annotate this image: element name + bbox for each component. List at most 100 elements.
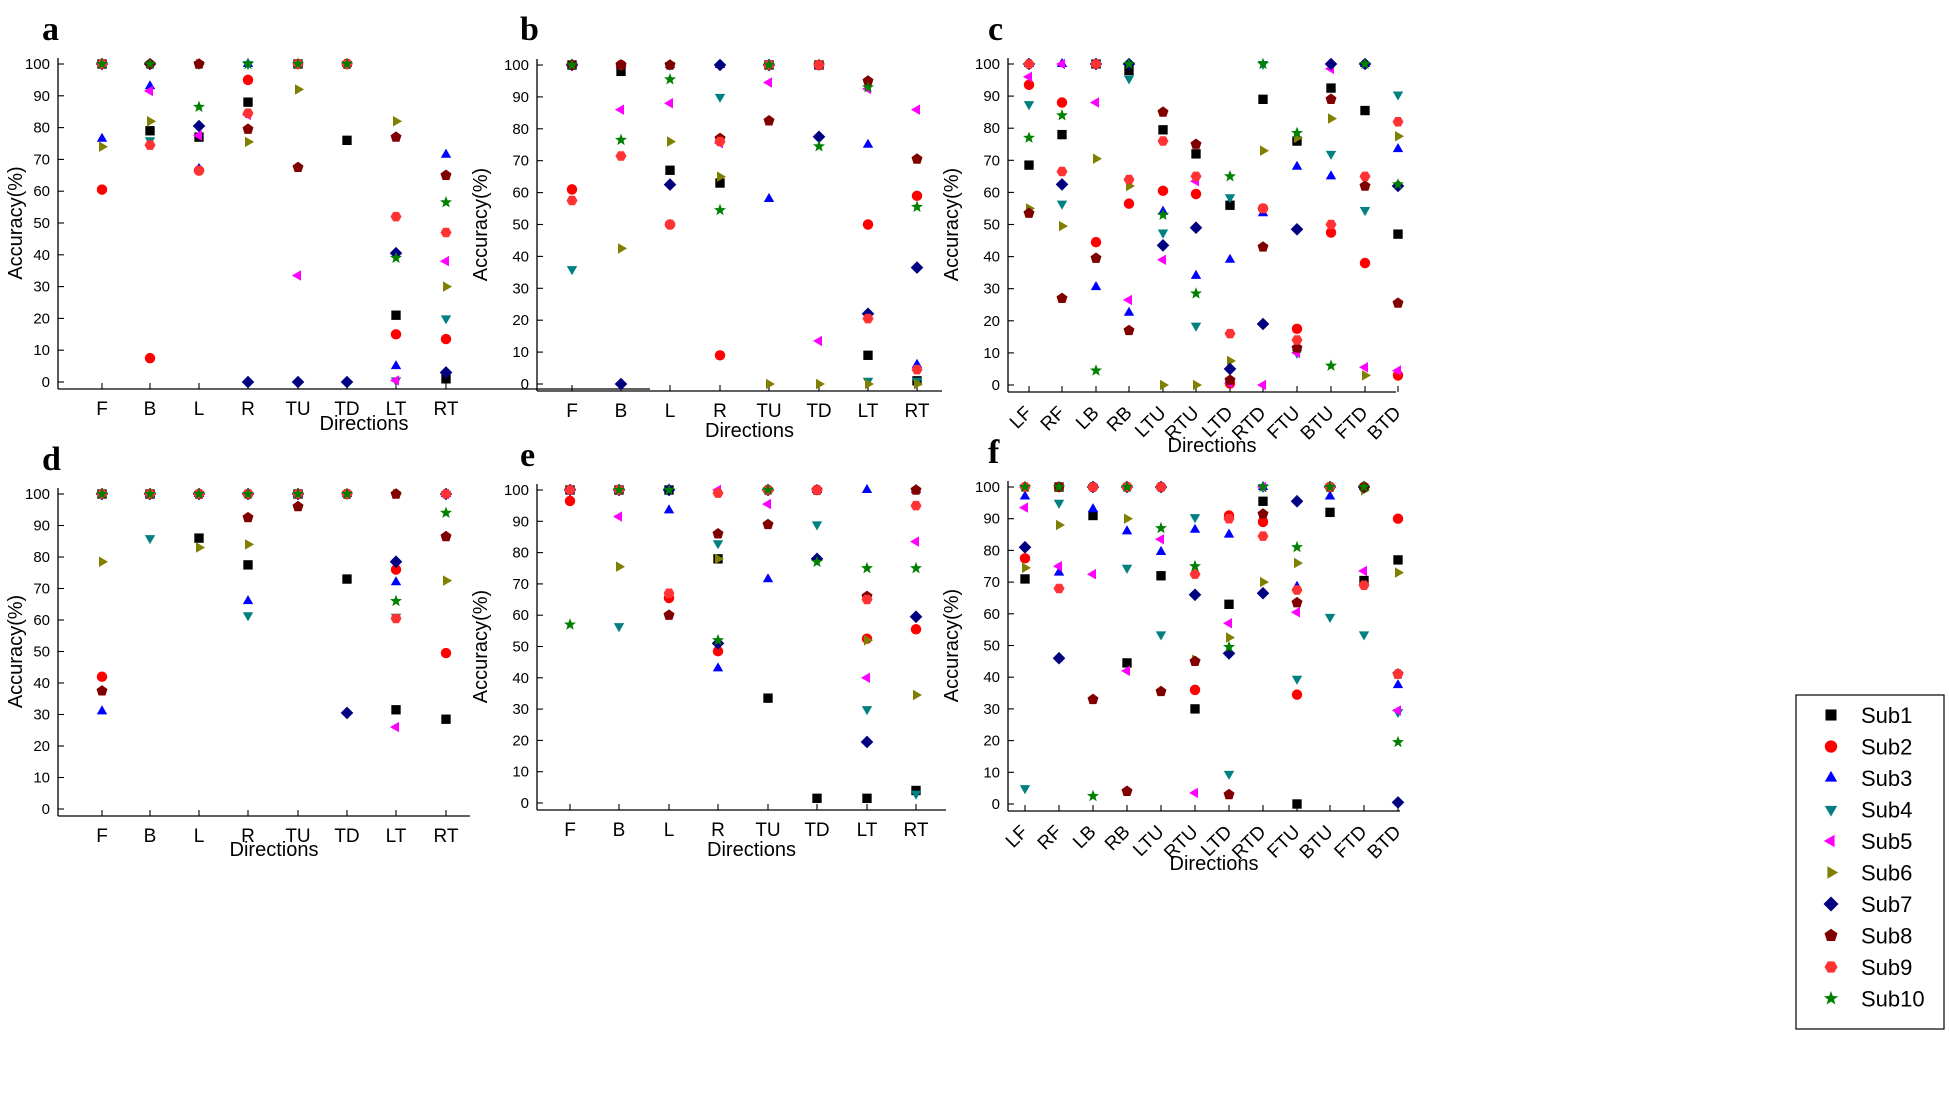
- data-point-sub2: [96, 184, 108, 195]
- x-tick-label: BTU: [1296, 822, 1338, 864]
- y-tick-label: 30: [33, 707, 50, 724]
- data-point-sub9: [1087, 482, 1099, 492]
- data-point-sub8: [911, 153, 923, 164]
- y-tick-label: 80: [983, 120, 1000, 137]
- x-tick-label: FTD: [1331, 822, 1372, 863]
- data-point-sub1: [1122, 658, 1132, 668]
- data-point-sub6: [1193, 379, 1202, 391]
- panel-letter: e: [520, 437, 535, 474]
- data-point-sub10: [390, 594, 402, 607]
- x-tick-label: B: [615, 401, 628, 422]
- data-point-sub3: [763, 192, 775, 202]
- data-point-sub10: [566, 58, 578, 71]
- data-point-sub8: [1392, 297, 1404, 308]
- data-point-sub6: [1362, 370, 1371, 381]
- data-point-sub6: [1160, 379, 1169, 391]
- y-tick-label: 0: [521, 795, 529, 812]
- x-tick-label: LT: [858, 401, 879, 422]
- data-point-sub1: [441, 374, 451, 384]
- legend-label: Sub6: [1861, 861, 1912, 886]
- legend-marker-sub10: [1823, 991, 1839, 1005]
- data-point-sub10: [1392, 735, 1404, 748]
- panel-letter: f: [988, 434, 1000, 471]
- data-point-sub10: [341, 487, 353, 500]
- x-tick-label: L: [665, 401, 676, 422]
- data-point-sub6: [147, 116, 157, 127]
- data-point-sub7: [192, 119, 206, 133]
- data-point-sub5: [1121, 665, 1130, 677]
- data-point-sub8: [762, 518, 774, 530]
- data-point-sub10: [193, 100, 205, 112]
- data-point-sub9: [1291, 585, 1303, 595]
- legend-marker-sub3: [1824, 770, 1838, 782]
- data-point-sub6: [196, 542, 206, 553]
- data-point-sub2: [1157, 185, 1169, 197]
- x-tick-label: F: [566, 401, 578, 422]
- data-point-sub10: [813, 140, 825, 152]
- data-point-sub1: [441, 714, 451, 724]
- y-tick-label: 50: [33, 215, 50, 232]
- data-point-sub1: [342, 574, 352, 584]
- data-point-sub5: [389, 375, 399, 386]
- y-tick-label: 80: [33, 549, 50, 566]
- data-point-sub2: [712, 645, 724, 657]
- data-point-sub2: [1392, 513, 1404, 524]
- data-point-sub3: [762, 573, 774, 583]
- data-point-sub9: [390, 613, 402, 624]
- data-point-sub9: [862, 313, 874, 324]
- data-point-sub8: [242, 123, 254, 134]
- data-point-sub8: [1257, 508, 1269, 519]
- data-point-sub1: [145, 126, 155, 136]
- y-tick-label: 30: [512, 701, 529, 718]
- data-point-sub8: [242, 511, 254, 523]
- data-point-sub10: [763, 58, 775, 71]
- data-point-sub2: [1190, 188, 1202, 200]
- data-point-sub7: [1055, 178, 1069, 191]
- data-point-sub4: [811, 521, 823, 531]
- legend-label: Sub8: [1861, 924, 1912, 949]
- x-axis-title: Directions: [230, 839, 319, 861]
- data-point-sub6: [1226, 632, 1235, 643]
- data-point-sub9: [242, 108, 254, 119]
- y-tick-label: 70: [33, 151, 50, 168]
- data-point-sub9: [714, 136, 726, 147]
- x-tick-label: FTU: [1264, 403, 1305, 444]
- y-tick-label: 100: [25, 56, 50, 73]
- y-tick-label: 100: [975, 56, 1000, 73]
- data-point-sub8: [663, 609, 675, 620]
- data-point-sub6: [865, 378, 874, 390]
- y-tick-label: 90: [33, 518, 50, 535]
- data-point-sub10: [615, 133, 627, 146]
- data-point-sub1: [1057, 129, 1067, 140]
- data-point-sub5: [763, 77, 772, 88]
- data-point-sub1: [1258, 94, 1268, 104]
- legend-marker-sub4: [1824, 805, 1838, 817]
- data-point-sub10: [811, 555, 823, 568]
- data-point-sub3: [663, 504, 675, 514]
- x-tick-label: RT: [434, 826, 459, 847]
- panel-e: e 0 10 20 30 40 50 60 70 80 90 100 Accuracy(%) F B L R TU…: [470, 437, 946, 861]
- x-tick-label: RF: [1034, 822, 1067, 855]
- legend-label: Sub3: [1861, 766, 1912, 791]
- data-point-sub10: [1053, 480, 1065, 493]
- data-point-sub10: [1392, 178, 1404, 190]
- data-point-sub6: [99, 141, 108, 152]
- data-point-sub10: [762, 483, 774, 496]
- data-point-sub8: [1155, 685, 1167, 697]
- y-tick-label: 0: [42, 801, 50, 818]
- y-tick-label: 0: [992, 377, 1000, 394]
- x-axis-title: Directions: [320, 413, 409, 435]
- data-point-sub4: [1157, 229, 1169, 239]
- data-point-sub9: [1157, 136, 1169, 146]
- data-point-sub5: [1123, 294, 1132, 306]
- data-point-sub3: [1392, 679, 1404, 689]
- x-axis-title: Directions: [705, 420, 794, 442]
- data-point-sub7: [910, 261, 924, 274]
- data-point-sub10: [193, 487, 205, 500]
- y-tick-label: 50: [512, 217, 529, 234]
- y-axis-title: Accuracy(%): [470, 168, 492, 281]
- y-tick-label: 80: [512, 121, 529, 138]
- data-point-sub9: [861, 594, 873, 605]
- data-point-sub4: [1325, 150, 1337, 160]
- data-point-sub4: [1392, 91, 1404, 101]
